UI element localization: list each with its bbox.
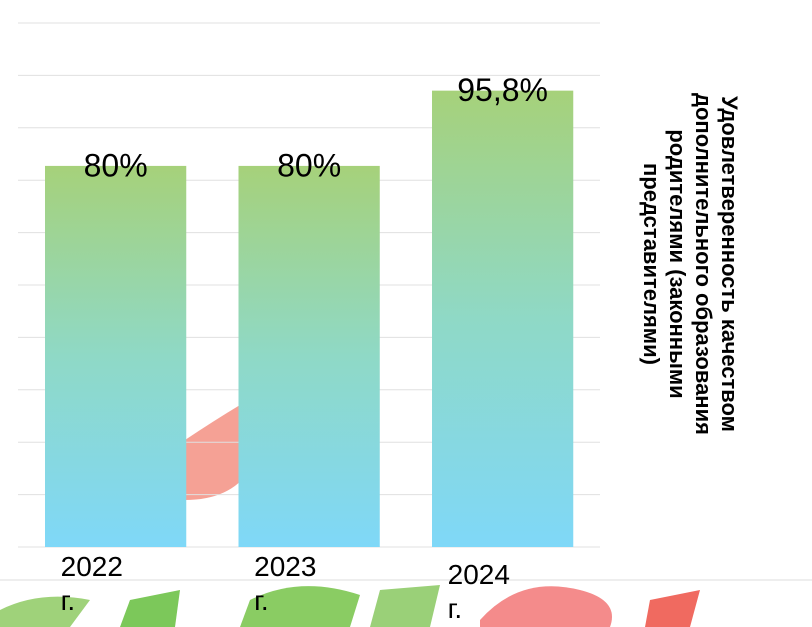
bar [432, 91, 573, 547]
value-label: 80% [84, 147, 148, 183]
x-tick-label: 2022 г. [61, 550, 131, 618]
x-tick-label: 2024 г. [448, 558, 518, 626]
chart-title: Удовлетверенность качеством дополнительн… [638, 34, 742, 494]
bar [45, 166, 186, 547]
value-label: 80% [277, 147, 341, 183]
x-tick-label: 2023 г. [254, 550, 324, 618]
page: 80% 80% 95,8% Удовлетверенность качеством … [0, 0, 812, 627]
value-label: 95,8% [457, 72, 548, 108]
bar [239, 166, 380, 547]
